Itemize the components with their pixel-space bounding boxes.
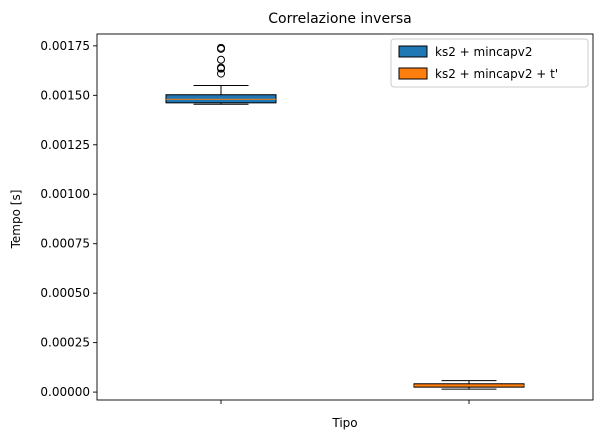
legend-frame [390, 38, 589, 88]
y-axis-label: Tempo [s] [9, 190, 23, 250]
y-tick-label: 0.00150 [40, 88, 90, 102]
y-tick-label: 0.00175 [40, 39, 90, 53]
legend-label: ks2 + mincapv2 [435, 45, 532, 59]
y-tick-label: 0.00125 [40, 138, 90, 152]
outlier-point [217, 44, 225, 53]
chart-title: Correlazione inversa [268, 11, 411, 27]
legend-label: ks2 + mincapv2 + t' [435, 67, 558, 81]
plot-frame [96, 33, 594, 401]
box-series [165, 43, 277, 105]
outlier-point [217, 64, 225, 73]
y-axis: 0.00000 0.00025 0.00050 0.00075 0.00100 0.001… [40, 39, 97, 399]
y-tick-label: 0.00075 [40, 237, 90, 251]
outlier-point [217, 69, 225, 78]
legend: ks2 + mincapv2 ks2 + mincapv2 + t' [390, 38, 589, 88]
y-tick-label: 0.00000 [40, 385, 90, 399]
box-series [413, 380, 525, 390]
legend-swatch [398, 67, 428, 80]
x-axis [220, 400, 470, 404]
plot-area [96, 33, 594, 401]
y-tick-label: 0.00100 [40, 187, 90, 201]
outlier-point [217, 55, 225, 64]
legend-swatch [398, 45, 428, 58]
y-tick-label: 0.00050 [40, 286, 90, 300]
y-tick-label: 0.00025 [40, 336, 90, 350]
x-axis-label: Tipo [331, 416, 357, 430]
